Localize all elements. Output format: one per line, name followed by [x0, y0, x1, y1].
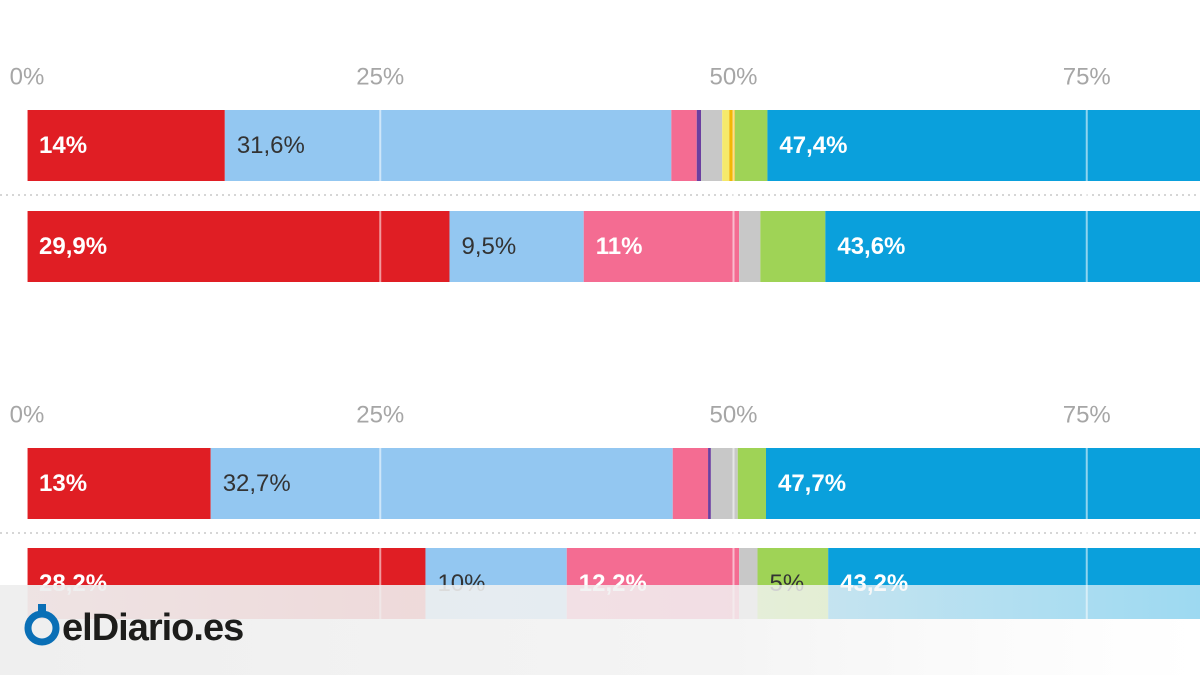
- x-tick-label: 25%: [356, 401, 404, 428]
- x-tick-label: 0%: [10, 63, 45, 90]
- bar-segment: [767, 110, 1200, 181]
- bar-segment: [27, 211, 450, 282]
- bar-segment: [737, 448, 766, 519]
- bar-segment: [734, 110, 768, 181]
- value-label: 47,7%: [778, 470, 846, 497]
- logo-icon-notch: [38, 604, 46, 616]
- bar-segment: [825, 211, 1200, 282]
- x-tick-label: 50%: [709, 63, 757, 90]
- logo-overlay: elDiario.es: [0, 585, 1200, 675]
- bar-segment: [449, 211, 584, 282]
- logo-band: [0, 585, 1200, 675]
- value-label: 11%: [596, 233, 643, 260]
- bar-segment: [701, 110, 723, 181]
- value-label: 13%: [39, 470, 87, 497]
- bar-segment: [27, 110, 225, 181]
- bar-segment: [739, 211, 761, 282]
- x-tick-label: 25%: [356, 63, 404, 90]
- bar-segment: [708, 448, 711, 519]
- bar-segment: [765, 448, 1200, 519]
- value-label: 32,7%: [223, 470, 291, 497]
- value-label: 43,6%: [837, 233, 905, 260]
- bar-segment: [671, 110, 697, 181]
- bar-segment: [729, 110, 735, 181]
- x-tick-label: 50%: [709, 401, 757, 428]
- bar-segment: [27, 448, 211, 519]
- plot-layer: 0% 25% 50% 75% 14% 31,6% 47,4% 29,9% 9,5% 11% 43,6…: [10, 63, 1200, 619]
- value-label: 29,9%: [39, 233, 107, 260]
- bar-segment: [583, 211, 740, 282]
- bar-segment: [224, 110, 672, 181]
- value-label: 9,5%: [461, 233, 516, 260]
- bar-segment: [696, 110, 702, 181]
- bar-segment: [672, 448, 709, 519]
- logo-text: elDiario.es: [62, 607, 243, 649]
- bar-segment: [760, 211, 826, 282]
- x-tick-label: 75%: [1063, 63, 1111, 90]
- value-label: 14%: [39, 132, 87, 159]
- x-tick-label: 0%: [10, 401, 45, 428]
- bar-segment: [722, 110, 730, 181]
- x-tick-label: 75%: [1063, 401, 1111, 428]
- value-label: 47,4%: [779, 132, 847, 159]
- bar-segment: [210, 448, 673, 519]
- value-label: 31,6%: [237, 132, 305, 159]
